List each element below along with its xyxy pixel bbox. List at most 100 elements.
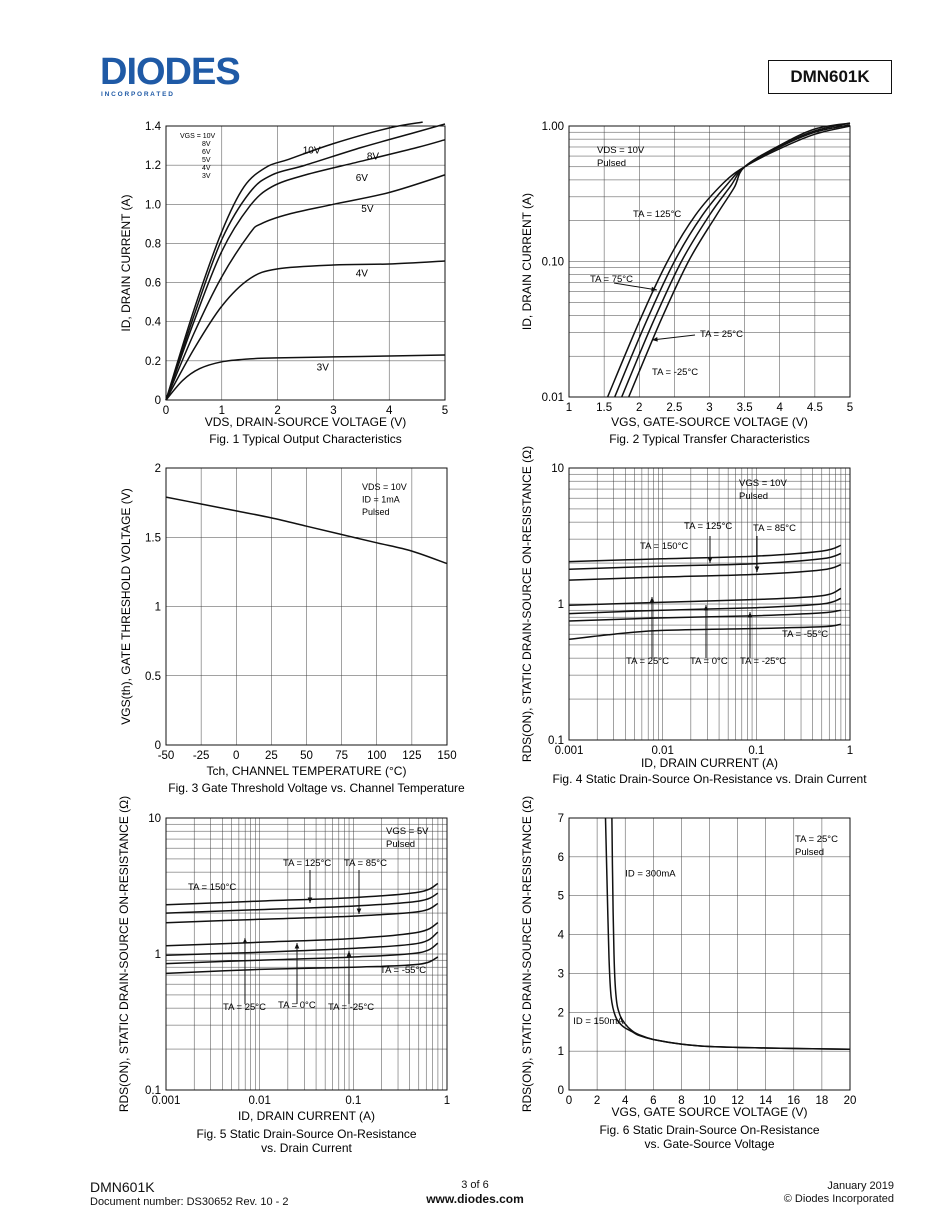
fig2-arrow-head bbox=[652, 337, 658, 342]
fig5-x-tick-label: 1 bbox=[444, 1095, 450, 1107]
fig5-frame bbox=[165, 817, 448, 1091]
fig3-grid bbox=[165, 467, 448, 746]
fig5-x-tick-label: 0.01 bbox=[248, 1095, 270, 1107]
fig2-y-tick-label: 1.00 bbox=[542, 121, 564, 133]
fig5-label-ta-55-c: TA = -55°C bbox=[380, 965, 426, 976]
fig3-y-tick-label: 0 bbox=[155, 740, 161, 752]
fig1-x-tick-label: 4 bbox=[386, 405, 393, 417]
fig6-y-tick-label: 3 bbox=[558, 968, 564, 980]
fig2-y-axis-label: ID, DRAIN CURRENT (A) bbox=[520, 193, 534, 330]
fig3-x-tick-label: 150 bbox=[437, 750, 456, 762]
fig1-y-tick-label: 1.2 bbox=[145, 160, 161, 172]
fig2-chart: 1 1.5 2 2.5 3 3.5 4 4.5 5 0.01 0.10 1.00 VGS, GATE-S… bbox=[520, 121, 853, 446]
fig1-y-tick-label: 1.4 bbox=[145, 121, 162, 133]
diodes-logo: DIODES I N C O R P O R A T E D bbox=[100, 52, 241, 98]
fig1-y-tick-label: 0.2 bbox=[145, 356, 161, 368]
fig5-label-ta-25-c: TA = -25°C bbox=[328, 1002, 374, 1013]
fig2-series-ta-25-c bbox=[621, 122, 851, 398]
fig6-x-tick-label: 14 bbox=[759, 1095, 772, 1107]
fig2-legend-entry: Pulsed bbox=[597, 158, 626, 169]
fig4-legend-entry: Pulsed bbox=[739, 491, 768, 502]
footer-center: 3 of 6 www.diodes.com bbox=[400, 1178, 550, 1207]
fig2-series-ta-75-c bbox=[614, 124, 851, 398]
fig4-arrow-head bbox=[649, 597, 655, 603]
footer-part-number: DMN601K bbox=[90, 1179, 155, 1195]
fig4-arrow-head bbox=[754, 566, 760, 572]
fig1-y-axis-label: ID, DRAIN CURRENT (A) bbox=[119, 194, 133, 331]
fig1-annotation-8v: 8V bbox=[367, 151, 380, 162]
fig2-x-tick-label: 4.5 bbox=[807, 402, 823, 414]
fig6-x-tick-label: 0 bbox=[566, 1095, 572, 1107]
fig4-series-ta-0-c bbox=[568, 597, 842, 615]
fig3-y-tick-label: 2 bbox=[155, 463, 161, 475]
fig6-x-tick-label: 6 bbox=[650, 1095, 656, 1107]
fig6-y-tick-label: 7 bbox=[558, 813, 564, 825]
fig6-series-group bbox=[604, 817, 851, 1050]
fig3-x-tick-label: 0 bbox=[233, 750, 239, 762]
fig3-y-tick-label: 1.5 bbox=[145, 532, 161, 544]
fig1-caption: Fig. 1 Typical Output Characteristics bbox=[209, 432, 402, 446]
fig5-label-ta-0-c: TA = 0°C bbox=[278, 1000, 316, 1011]
fig1-legend-entry: 4V bbox=[202, 165, 211, 172]
fig6-x-tick-label: 8 bbox=[678, 1095, 684, 1107]
fig2-arrow-head bbox=[651, 286, 657, 292]
fig6-x-axis-label: VGS, GATE SOURCE VOLTAGE (V) bbox=[611, 1105, 807, 1119]
fig6-caption: Fig. 6 Static Drain-Source On-Resistance bbox=[599, 1123, 819, 1137]
fig5-label-ta-85-c: TA = 85°C bbox=[344, 858, 387, 869]
footer-website[interactable]: www.diodes.com bbox=[426, 1192, 524, 1206]
fig1-legend-entry: 8V bbox=[202, 141, 211, 148]
fig3-x-tick-label: -25 bbox=[193, 750, 210, 762]
fig6-legend: TA = 25°C Pulsed bbox=[795, 834, 838, 858]
fig2-series-ta-125-c bbox=[606, 125, 851, 398]
fig5-series-ta-0-c bbox=[165, 931, 439, 956]
fig5-series-group bbox=[165, 882, 439, 975]
fig2-x-axis-label: VGS, GATE-SOURCE VOLTAGE (V) bbox=[611, 415, 808, 429]
fig5-series-ta-125-c bbox=[165, 892, 439, 914]
fig5-legend: VGS = 5V Pulsed bbox=[386, 826, 429, 850]
footer-copyright: © Diodes Incorporated bbox=[783, 1193, 894, 1205]
fig3-y-tick-label: 1 bbox=[155, 602, 161, 614]
fig1-annotation-6v: 6V bbox=[356, 173, 369, 184]
fig6-x-tick-label: 16 bbox=[787, 1095, 800, 1107]
fig6-y-tick-label: 2 bbox=[558, 1007, 564, 1019]
fig4-label-ta-85-c: TA = 85°C bbox=[753, 523, 796, 534]
fig4-series-ta-25-c bbox=[568, 587, 842, 606]
fig6-caption-2: vs. Gate-Source Voltage bbox=[644, 1137, 774, 1151]
fig2-x-tick-label: 2 bbox=[636, 402, 642, 414]
fig5-series-ta-25-c bbox=[165, 922, 439, 947]
fig4-series-ta-150-c bbox=[568, 544, 842, 563]
fig3-series-vgs-th bbox=[165, 496, 448, 565]
fig1-series-group bbox=[165, 121, 446, 401]
fig1-annotation-10v: 10V bbox=[303, 145, 321, 156]
fig4-caption: Fig. 4 Static Drain-Source On-Resistance… bbox=[552, 772, 867, 786]
fig5-x-tick-label: 0.001 bbox=[152, 1095, 181, 1107]
fig4-chart: 0.001 0.01 0.1 1 0.1 1 10 ID, DRAIN CURRENT (A)… bbox=[520, 446, 867, 786]
fig2-caption: Fig. 2 Typical Transfer Characteristics bbox=[609, 432, 810, 446]
fig4-series-group bbox=[568, 544, 842, 641]
fig5-series-ta-85-c bbox=[165, 902, 439, 924]
fig2-x-tick-label: 1.5 bbox=[596, 402, 612, 414]
fig6-y-axis-label: RDS(ON), STATIC DRAIN-SOURCE ON-RESISTAN… bbox=[520, 796, 534, 1112]
fig4-series-ta-125-c bbox=[568, 552, 842, 571]
fig2-x-tick-label: 3.5 bbox=[737, 402, 753, 414]
fig6-y-tick-label: 6 bbox=[558, 852, 564, 864]
fig4-x-tick-label: 0.01 bbox=[651, 745, 673, 757]
fig5-y-axis-label: RDS(ON), STATIC DRAIN-SOURCE ON-RESISTAN… bbox=[117, 796, 131, 1112]
fig1-x-tick-label: 3 bbox=[330, 405, 336, 417]
fig1-series-5v bbox=[165, 174, 446, 401]
fig4-arrow-head bbox=[747, 612, 753, 618]
fig4-label-ta-150-c: TA = 150°C bbox=[640, 541, 688, 552]
footer-left: DMN601K Document number: DS30652 Rev. 10… bbox=[90, 1180, 289, 1210]
fig6-annotation-id-150ma: ID = 150mA bbox=[573, 1016, 624, 1027]
fig1-legend-entry: VGS = 10V bbox=[180, 133, 216, 140]
fig3-legend-entry: VDS = 10V bbox=[362, 482, 407, 492]
fig6-y-tick-label: 5 bbox=[558, 891, 564, 903]
fig1-y-tick-label: 1.0 bbox=[145, 199, 161, 211]
fig5-label-ta-25-c: TA = 25°C bbox=[223, 1002, 266, 1013]
fig1-x-axis-label: VDS, DRAIN-SOURCE VOLTAGE (V) bbox=[205, 415, 407, 429]
fig2-series-ta-25-c bbox=[628, 122, 851, 398]
fig3-y-tick-label: 0.5 bbox=[145, 671, 161, 683]
fig5-arrow-head bbox=[242, 938, 248, 944]
